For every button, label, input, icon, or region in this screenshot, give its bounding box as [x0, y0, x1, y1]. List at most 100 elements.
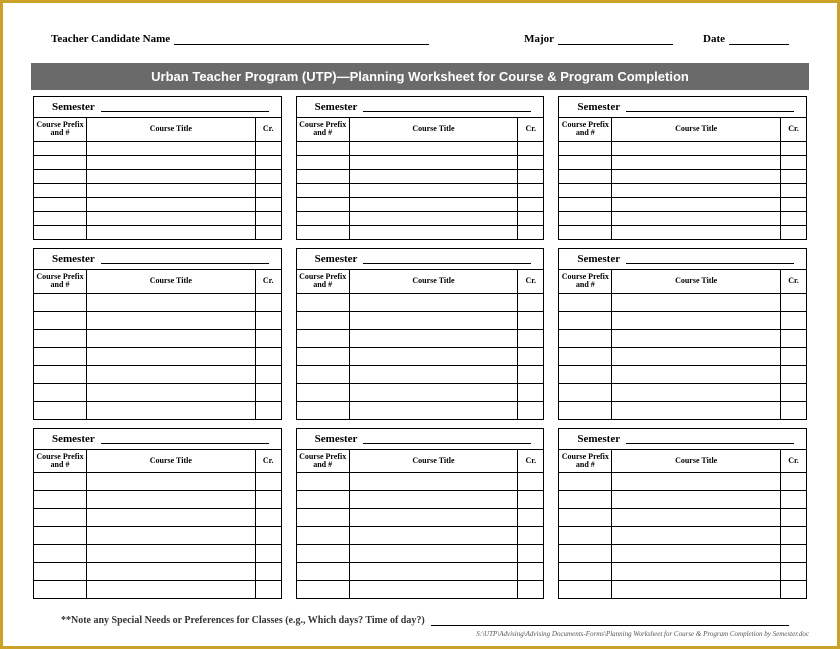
cell[interactable]	[34, 509, 86, 526]
cell[interactable]	[517, 156, 543, 169]
cell[interactable]	[559, 212, 611, 225]
cell[interactable]	[34, 294, 86, 311]
cell[interactable]	[559, 527, 611, 544]
cell[interactable]	[349, 184, 518, 197]
cell[interactable]	[780, 142, 806, 155]
cell[interactable]	[86, 142, 255, 155]
cell[interactable]	[255, 312, 281, 329]
cell[interactable]	[611, 384, 780, 401]
cell[interactable]	[611, 198, 780, 211]
cell[interactable]	[297, 581, 349, 598]
cell[interactable]	[349, 509, 518, 526]
cell[interactable]	[611, 294, 780, 311]
cell[interactable]	[255, 156, 281, 169]
semester-underline[interactable]	[101, 102, 269, 112]
cell[interactable]	[349, 142, 518, 155]
cell[interactable]	[517, 491, 543, 508]
semester-underline[interactable]	[626, 102, 794, 112]
cell[interactable]	[349, 581, 518, 598]
cell[interactable]	[86, 581, 255, 598]
cell[interactable]	[780, 473, 806, 490]
cell[interactable]	[611, 491, 780, 508]
cell[interactable]	[297, 142, 349, 155]
cell[interactable]	[611, 212, 780, 225]
cell[interactable]	[780, 156, 806, 169]
cell[interactable]	[255, 491, 281, 508]
cell[interactable]	[517, 473, 543, 490]
cell[interactable]	[297, 545, 349, 562]
cell[interactable]	[255, 509, 281, 526]
cell[interactable]	[780, 294, 806, 311]
semester-underline[interactable]	[626, 254, 794, 264]
cell[interactable]	[517, 527, 543, 544]
cell[interactable]	[297, 184, 349, 197]
cell[interactable]	[559, 330, 611, 347]
cell[interactable]	[297, 473, 349, 490]
cell[interactable]	[86, 184, 255, 197]
cell[interactable]	[611, 312, 780, 329]
cell[interactable]	[559, 184, 611, 197]
cell[interactable]	[255, 527, 281, 544]
cell[interactable]	[517, 170, 543, 183]
cell[interactable]	[86, 402, 255, 419]
cell[interactable]	[559, 198, 611, 211]
cell[interactable]	[34, 491, 86, 508]
cell[interactable]	[34, 184, 86, 197]
cell[interactable]	[255, 402, 281, 419]
cell[interactable]	[86, 545, 255, 562]
cell[interactable]	[34, 142, 86, 155]
cell[interactable]	[349, 366, 518, 383]
cell[interactable]	[517, 312, 543, 329]
cell[interactable]	[517, 348, 543, 365]
semester-underline[interactable]	[363, 102, 531, 112]
cell[interactable]	[297, 170, 349, 183]
cell[interactable]	[255, 170, 281, 183]
cell[interactable]	[349, 527, 518, 544]
cell[interactable]	[255, 473, 281, 490]
cell[interactable]	[559, 170, 611, 183]
cell[interactable]	[559, 581, 611, 598]
cell[interactable]	[559, 142, 611, 155]
cell[interactable]	[297, 198, 349, 211]
semester-underline[interactable]	[101, 254, 269, 264]
cell[interactable]	[559, 348, 611, 365]
cell[interactable]	[517, 330, 543, 347]
cell[interactable]	[34, 402, 86, 419]
semester-underline[interactable]	[363, 254, 531, 264]
cell[interactable]	[559, 509, 611, 526]
cell[interactable]	[255, 226, 281, 239]
cell[interactable]	[611, 348, 780, 365]
cell[interactable]	[86, 312, 255, 329]
cell[interactable]	[86, 198, 255, 211]
cell[interactable]	[611, 527, 780, 544]
cell[interactable]	[86, 330, 255, 347]
cell[interactable]	[349, 294, 518, 311]
cell[interactable]	[297, 563, 349, 580]
cell[interactable]	[611, 156, 780, 169]
cell[interactable]	[297, 212, 349, 225]
cell[interactable]	[780, 366, 806, 383]
cell[interactable]	[34, 212, 86, 225]
cell[interactable]	[559, 384, 611, 401]
cell[interactable]	[34, 348, 86, 365]
cell[interactable]	[611, 402, 780, 419]
cell[interactable]	[86, 509, 255, 526]
cell[interactable]	[349, 563, 518, 580]
cell[interactable]	[780, 212, 806, 225]
cell[interactable]	[297, 527, 349, 544]
cell[interactable]	[297, 312, 349, 329]
cell[interactable]	[349, 491, 518, 508]
cell[interactable]	[349, 156, 518, 169]
cell[interactable]	[559, 402, 611, 419]
cell[interactable]	[255, 212, 281, 225]
cell[interactable]	[86, 527, 255, 544]
cell[interactable]	[34, 226, 86, 239]
cell[interactable]	[297, 226, 349, 239]
cell[interactable]	[517, 581, 543, 598]
cell[interactable]	[349, 402, 518, 419]
cell[interactable]	[780, 581, 806, 598]
cell[interactable]	[780, 170, 806, 183]
cell[interactable]	[34, 330, 86, 347]
cell[interactable]	[517, 563, 543, 580]
cell[interactable]	[34, 527, 86, 544]
